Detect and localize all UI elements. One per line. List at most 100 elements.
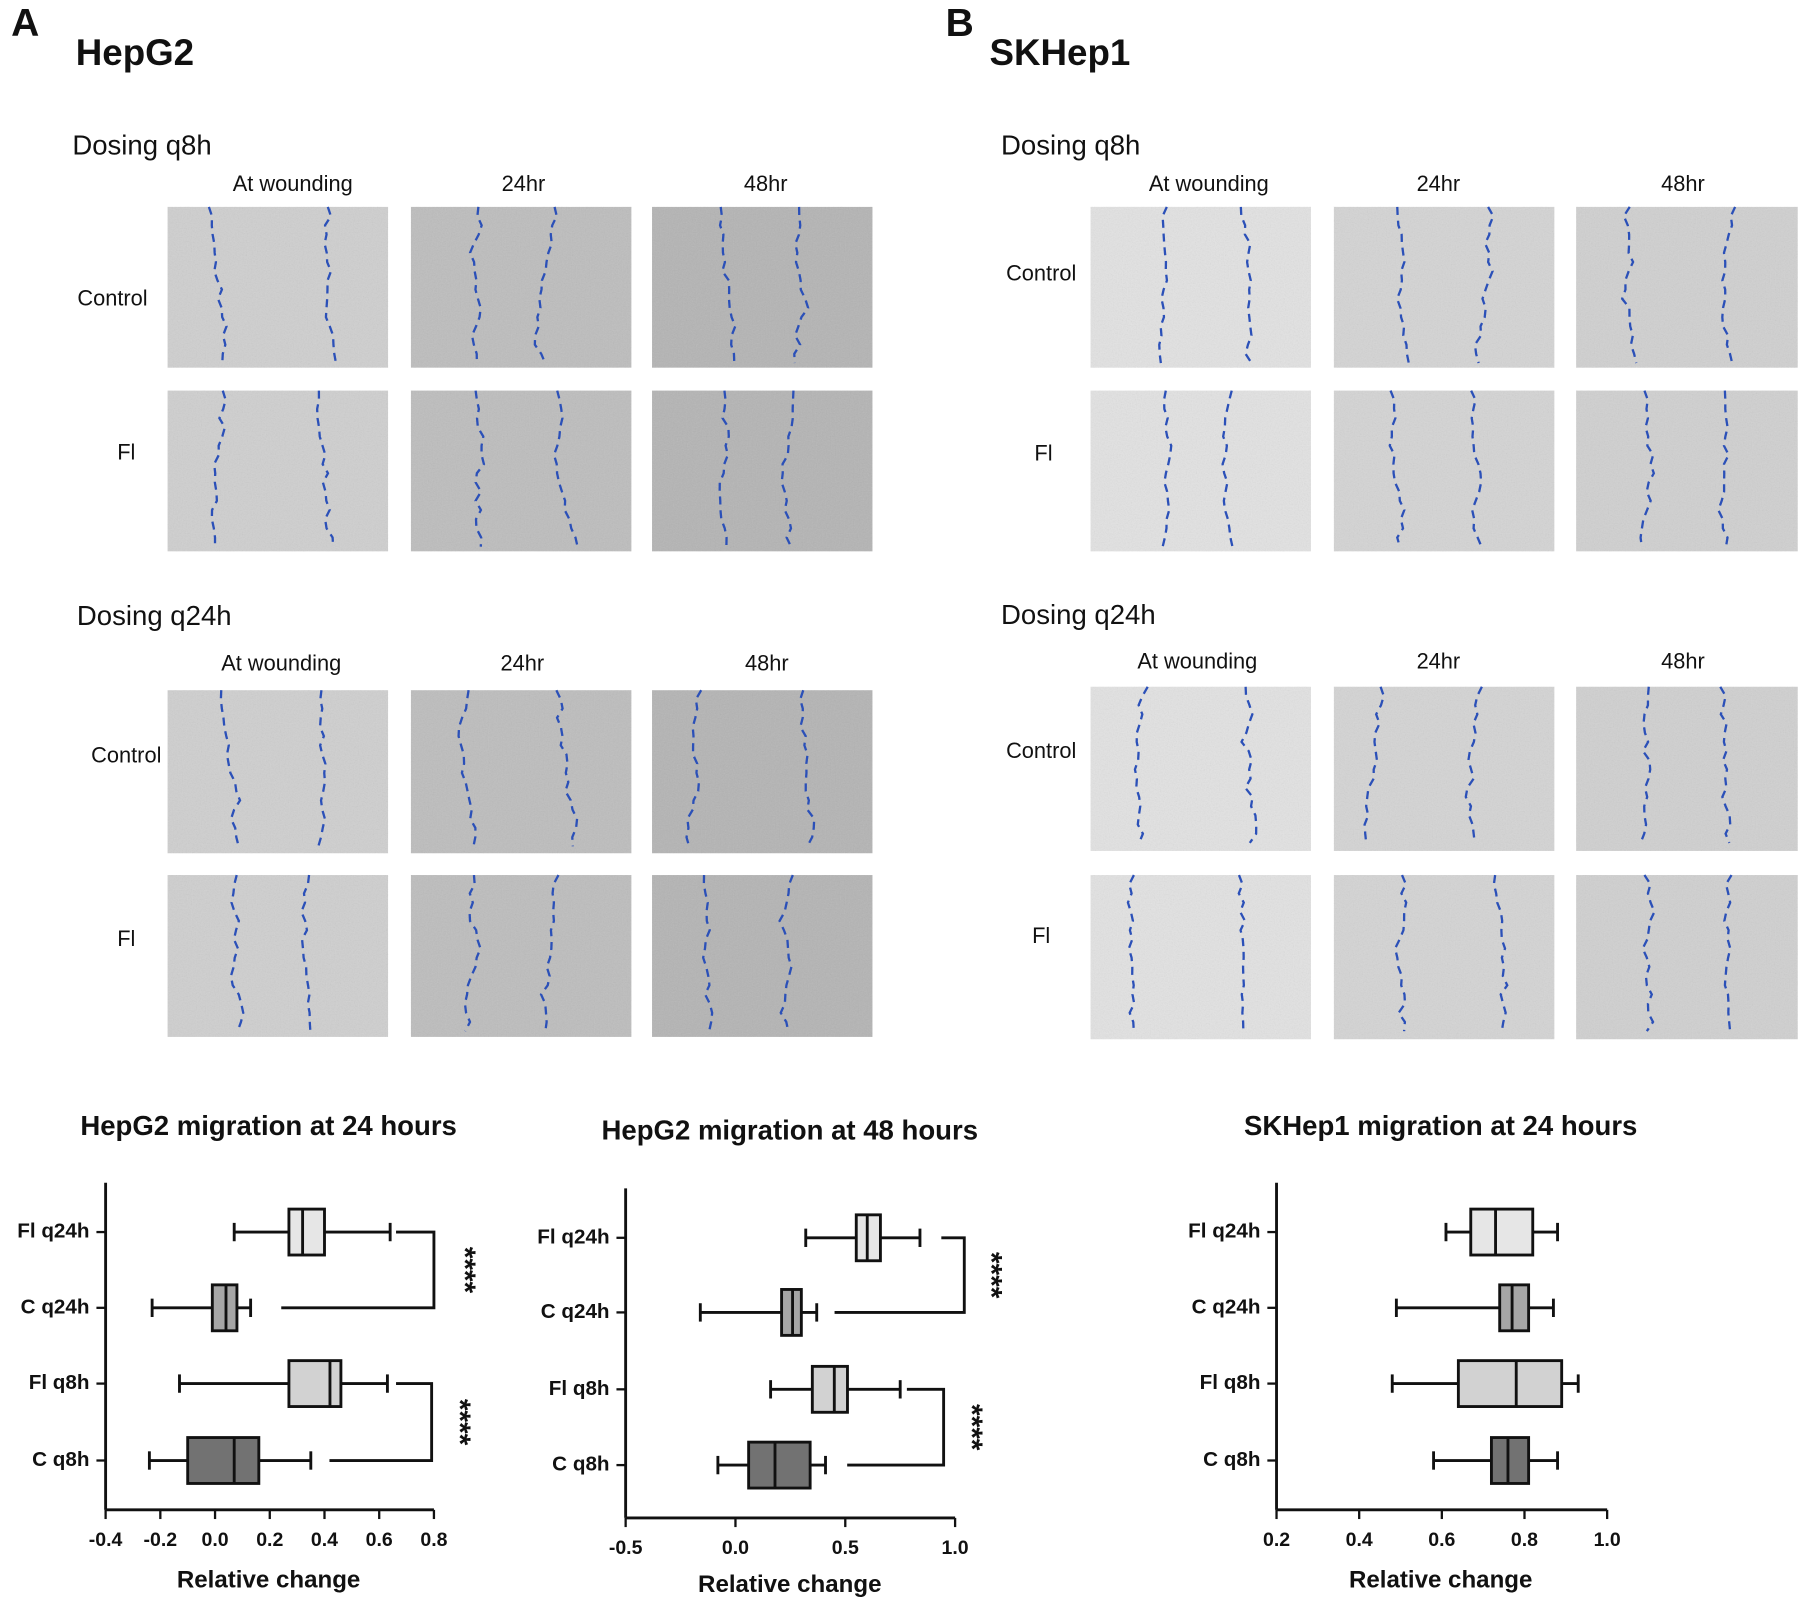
chart-title: HepG2 migration at 48 hours xyxy=(602,1114,979,1145)
row-label: Fl xyxy=(1034,441,1052,466)
category-label: C q24h xyxy=(21,1295,90,1318)
box xyxy=(1456,1359,1564,1408)
wound-edge xyxy=(210,390,227,547)
group-title: Dosing q8h xyxy=(1001,130,1140,161)
micrograph-texture xyxy=(410,206,632,368)
wound-edge xyxy=(1719,686,1732,844)
column-label: 48hr xyxy=(1661,648,1705,673)
x-tick-label: 0.6 xyxy=(366,1529,393,1551)
category-label: C q24h xyxy=(1192,1295,1261,1318)
significance-bracket xyxy=(281,1230,436,1310)
significance-bracket xyxy=(847,1387,946,1467)
row-label: Control xyxy=(1006,260,1076,285)
x-tick-label: 0.6 xyxy=(1428,1529,1455,1551)
micrograph-texture xyxy=(1090,875,1311,1040)
row-label: Fl xyxy=(117,926,135,951)
micrograph-texture xyxy=(410,390,632,552)
box xyxy=(1498,1283,1531,1333)
micrograph-texture xyxy=(1333,390,1555,552)
wound-edge xyxy=(1133,686,1149,844)
category-label: Fl q24h xyxy=(17,1220,89,1243)
x-tick-label: 0.5 xyxy=(832,1537,859,1559)
x-tick-label: 0.4 xyxy=(1346,1529,1373,1551)
chart-title: HepG2 migration at 24 hours xyxy=(80,1110,457,1141)
x-tick-label: -0.2 xyxy=(144,1529,178,1551)
column-label: 48hr xyxy=(745,651,789,676)
wound-edge xyxy=(1620,206,1638,364)
category-label: Fl q24h xyxy=(1188,1220,1260,1243)
micrograph-texture xyxy=(1576,686,1798,851)
micrograph-texture xyxy=(167,206,389,368)
row-label: Control xyxy=(91,743,161,768)
row-label: Fl xyxy=(117,440,135,465)
wound-edge xyxy=(685,689,703,847)
box xyxy=(186,1436,261,1485)
significance-label: **** xyxy=(955,1404,988,1451)
micrograph-texture xyxy=(652,875,873,1037)
significance-label: **** xyxy=(443,1399,476,1446)
wound-edge xyxy=(463,874,482,1032)
column-label: At wounding xyxy=(221,651,341,676)
significance-label: **** xyxy=(975,1252,1008,1299)
x-tick-label: 0.0 xyxy=(722,1537,749,1559)
x-tick-label: -0.4 xyxy=(89,1529,123,1551)
group-title: Dosing q8h xyxy=(72,130,211,161)
significance-bracket xyxy=(834,1236,966,1314)
row-label: Control xyxy=(77,286,147,311)
x-tick-label: 0.2 xyxy=(1263,1529,1290,1551)
box xyxy=(747,1440,812,1490)
x-tick-label: 0.0 xyxy=(201,1529,228,1551)
wound-edge xyxy=(1393,874,1408,1032)
wound-edge xyxy=(1641,874,1656,1032)
micrograph-texture xyxy=(410,690,632,854)
row-label: Control xyxy=(1006,738,1076,763)
group-title: Dosing q24h xyxy=(77,600,232,631)
wound-edge xyxy=(1639,390,1656,547)
column-label: 48hr xyxy=(1661,171,1705,196)
micrograph-texture xyxy=(167,390,389,552)
column-label: At wounding xyxy=(1137,648,1257,673)
x-tick-label: -0.5 xyxy=(609,1537,643,1559)
micrograph-texture xyxy=(652,390,873,552)
wound-edge xyxy=(1240,686,1258,844)
wound-edge xyxy=(474,390,486,547)
column-label: 24hr xyxy=(1417,648,1461,673)
x-tick-label: 0.4 xyxy=(311,1529,338,1551)
micrograph-texture xyxy=(1576,206,1798,368)
micrograph-texture xyxy=(1090,390,1311,552)
micrograph-texture xyxy=(1333,875,1555,1040)
column-label: 48hr xyxy=(744,171,788,196)
panel-letter: A xyxy=(11,2,39,45)
wound-edge xyxy=(1363,686,1385,844)
category-label: C q8h xyxy=(32,1448,89,1471)
column-label: 24hr xyxy=(501,651,545,676)
x-tick-label: 0.2 xyxy=(256,1529,283,1551)
column-label: At wounding xyxy=(1149,171,1269,196)
micrograph-texture xyxy=(1576,390,1798,552)
category-label: Fl q8h xyxy=(29,1371,90,1394)
column-label: 24hr xyxy=(502,171,546,196)
x-axis-label: Relative change xyxy=(698,1571,881,1598)
wound-edge xyxy=(1464,686,1483,844)
significance-bracket xyxy=(329,1382,434,1462)
x-axis-label: Relative change xyxy=(177,1566,360,1593)
wound-edge xyxy=(1126,874,1136,1032)
box xyxy=(1489,1436,1531,1485)
wound-edge xyxy=(1639,686,1652,844)
box xyxy=(1469,1207,1535,1257)
column-label: 24hr xyxy=(1417,171,1461,196)
chart-title: SKHep1 migration at 24 hours xyxy=(1244,1110,1637,1141)
wound-edge xyxy=(1723,874,1733,1032)
micrograph-texture xyxy=(1333,686,1555,851)
x-tick-label: 1.0 xyxy=(942,1537,969,1559)
micrograph-texture xyxy=(652,690,873,854)
micrograph-texture xyxy=(1090,686,1311,851)
micrograph-texture xyxy=(410,875,632,1037)
significance-label: **** xyxy=(448,1247,481,1294)
category-label: Fl q8h xyxy=(549,1377,610,1400)
x-tick-label: 1.0 xyxy=(1594,1529,1621,1551)
box xyxy=(810,1364,849,1414)
cell-line: HepG2 xyxy=(76,32,194,73)
micrograph-texture xyxy=(167,875,389,1037)
